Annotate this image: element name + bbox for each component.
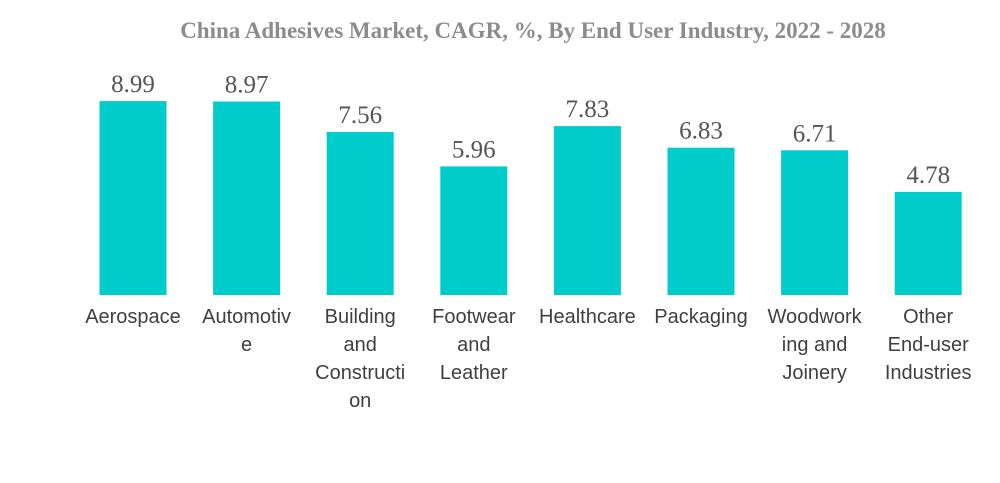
category-label-3: Footwear and Leather [432, 306, 516, 384]
category-label-4-line-0: Healthcare [539, 306, 636, 328]
category-label-3-line-1: and [457, 334, 490, 356]
category-label-1-line-1: e [241, 334, 252, 356]
bar-2 [326, 131, 394, 295]
category-label-6: Woodwork ing and Joinery [768, 306, 863, 384]
category-label-7-line-0: Other [903, 306, 953, 328]
category-label-5: Packaging [654, 306, 747, 328]
category-label-5-line-0: Packaging [654, 306, 747, 328]
category-label-0: Aerospace [85, 306, 181, 328]
category-label-7: Other End-user Industries [885, 306, 972, 384]
category-label-6-line-1: ing and [782, 334, 848, 356]
bar-0 [99, 101, 167, 295]
category-label-4: Healthcare [539, 306, 636, 328]
category-label-0-line-0: Aerospace [85, 306, 181, 328]
category-label-1: Automotiv e [202, 306, 291, 356]
category-label-2-line-2: Constructi [315, 362, 405, 384]
value-label-7: 4.78 [906, 162, 950, 189]
bar-7 [894, 191, 962, 295]
bar-1 [213, 101, 281, 295]
value-label-5: 6.83 [679, 118, 723, 145]
bar-3 [440, 166, 508, 295]
category-label-2-line-3: on [349, 390, 371, 412]
category-label-7-line-1: End-user [888, 334, 969, 356]
value-labels-layer: 8.99 8.97 7.56 5.96 7.83 6.83 6.71 4.78 [111, 71, 950, 189]
category-label-2-line-1: and [344, 334, 377, 356]
category-label-3-line-0: Footwear [432, 306, 516, 328]
value-label-1: 8.97 [225, 72, 269, 99]
bar-4 [553, 126, 621, 295]
value-label-2: 7.56 [338, 102, 382, 129]
category-label-6-line-0: Woodwork [768, 306, 863, 328]
value-label-3: 5.96 [452, 136, 496, 163]
value-label-6: 6.71 [793, 120, 837, 147]
chart-title: China Adhesives Market, CAGR, %, By End … [180, 18, 886, 43]
value-label-0: 8.99 [111, 71, 155, 98]
bars-layer [99, 101, 962, 295]
bar-5 [667, 147, 735, 295]
bar-6 [781, 150, 849, 295]
category-labels-layer: Aerospace Automotiv e Building and Constructi… [85, 306, 971, 412]
category-label-7-line-2: Industries [885, 362, 972, 384]
category-label-6-line-2: Joinery [782, 362, 846, 384]
category-label-2-line-0: Building [325, 306, 396, 328]
category-label-1-line-0: Automotiv [202, 306, 291, 328]
value-label-4: 7.83 [566, 96, 610, 123]
category-label-2: Building and Constructi on [315, 306, 405, 412]
category-label-3-line-2: Leather [440, 362, 508, 384]
